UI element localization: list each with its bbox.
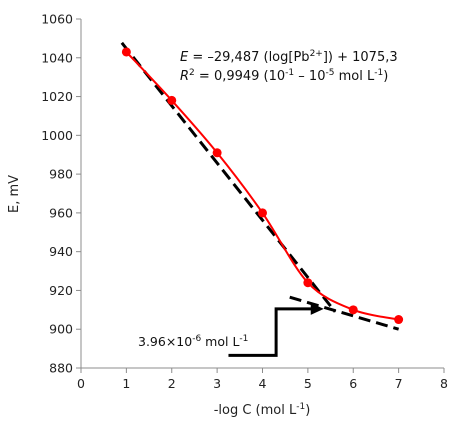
y-tick-label: 1020	[41, 89, 73, 104]
x-tick-label: 3	[213, 376, 221, 391]
x-axis-title: -log C (mol L-1)	[214, 402, 311, 418]
data-point	[121, 47, 131, 57]
data-point	[303, 278, 313, 288]
series-line	[125, 51, 399, 321]
annotation-arrow-head	[310, 302, 324, 315]
data-series	[121, 47, 404, 325]
x-tick-label: 2	[168, 376, 176, 391]
data-point	[167, 95, 177, 105]
y-tick-label: 1060	[41, 12, 73, 27]
x-tick-label: 8	[440, 376, 448, 391]
fit-line	[120, 41, 337, 313]
x-tick-label: 6	[349, 376, 357, 391]
fit-line	[289, 295, 400, 331]
fit-lines	[120, 41, 400, 331]
x-tick-label: 4	[259, 376, 267, 391]
data-point	[394, 315, 404, 325]
annotation-label: 3.96×10-6 mol L-1	[138, 334, 248, 349]
y-tick-label: 980	[49, 167, 73, 182]
y-tick-label: 920	[49, 283, 73, 298]
x-tick-label: 0	[77, 376, 85, 391]
y-tick-label: 1040	[41, 50, 73, 65]
annotation	[228, 302, 324, 357]
y-tick-label: 1000	[41, 128, 73, 143]
y-tick-label: 960	[49, 205, 73, 220]
x-tick-label: 1	[122, 376, 130, 391]
equation-line-1: E = –29,487 (log[Pb2+]) + 1075,3	[180, 49, 398, 65]
y-tick-label: 880	[49, 361, 73, 376]
y-tick-label: 940	[49, 244, 73, 259]
data-point	[348, 305, 358, 315]
equation-line-2: R2 = 0,9949 (10-1 – 10-5 mol L-1)	[180, 68, 388, 84]
data-point	[212, 148, 222, 158]
y-tick-label: 900	[49, 322, 73, 337]
x-tick-label: 5	[304, 376, 312, 391]
axes: 0 1 2 3 4 5 6 7 8 880 900 920 940 960 980 1000 1020 1040 1…	[41, 12, 448, 392]
x-tick-label: 7	[395, 376, 403, 391]
data-point	[258, 208, 267, 218]
annotation-arrow-line	[228, 307, 314, 357]
y-axis-title: E, mV	[7, 175, 22, 213]
